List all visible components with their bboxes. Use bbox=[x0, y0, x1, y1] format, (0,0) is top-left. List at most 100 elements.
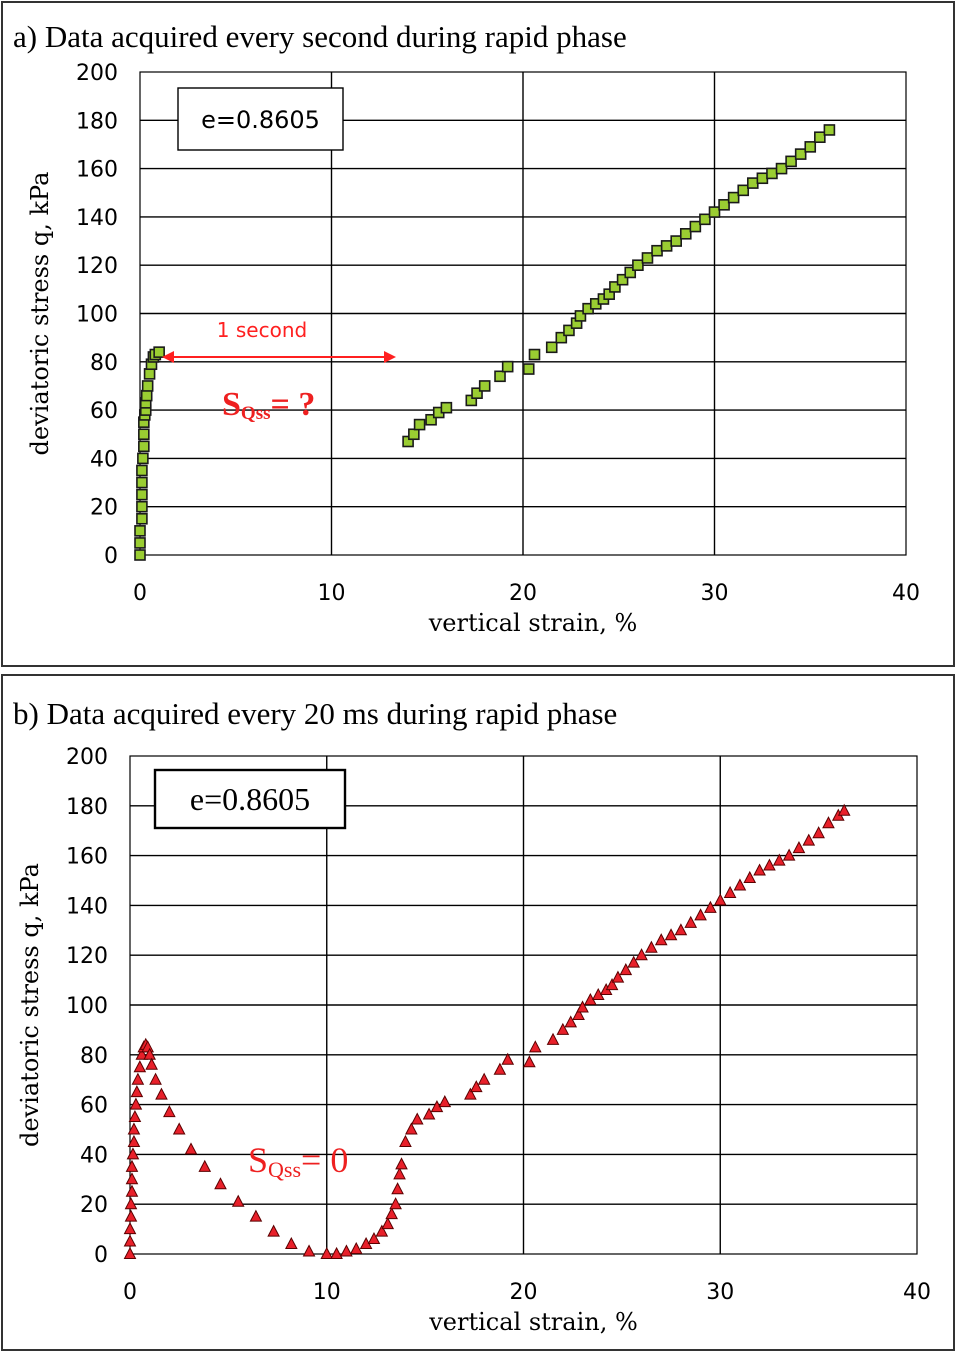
data-point bbox=[775, 162, 788, 175]
data-point bbox=[349, 1241, 363, 1255]
data-point bbox=[367, 1231, 381, 1245]
data-point bbox=[422, 1107, 436, 1120]
y-tick-label: 20 bbox=[80, 1193, 108, 1218]
data-point bbox=[522, 363, 535, 375]
x-tick-label: 10 bbox=[318, 581, 346, 606]
data-point bbox=[125, 1172, 139, 1185]
x-tick-label: 40 bbox=[903, 1280, 931, 1305]
y-tick-label: 60 bbox=[80, 1094, 108, 1119]
data-point bbox=[545, 341, 558, 354]
data-point bbox=[670, 235, 683, 247]
data-point bbox=[184, 1142, 198, 1155]
data-point bbox=[812, 826, 825, 839]
data-point bbox=[172, 1122, 186, 1135]
data-point bbox=[679, 228, 692, 240]
y-tick-label: 120 bbox=[66, 944, 108, 969]
sqss-annotation: SQss= ? bbox=[222, 386, 315, 424]
data-point bbox=[555, 331, 568, 344]
x-axis-label: vertical strain, % bbox=[428, 609, 638, 637]
data-point bbox=[126, 1147, 140, 1160]
data-point bbox=[302, 1244, 316, 1257]
data-point bbox=[425, 413, 437, 426]
y-tick-label: 200 bbox=[66, 745, 108, 770]
data-point bbox=[149, 1072, 162, 1085]
data-point bbox=[792, 841, 806, 854]
data-point bbox=[501, 1052, 515, 1065]
y-tick-label: 40 bbox=[80, 1143, 108, 1168]
data-point bbox=[136, 512, 148, 525]
data-point bbox=[763, 858, 776, 871]
data-point bbox=[405, 1122, 418, 1135]
void-ratio-label: e=0.8605 bbox=[201, 106, 320, 134]
data-point bbox=[718, 199, 730, 211]
y-tick-label: 180 bbox=[66, 795, 108, 820]
arrow-head-left-icon bbox=[162, 351, 174, 363]
y-tick-label: 160 bbox=[76, 158, 118, 183]
data-point bbox=[231, 1194, 245, 1207]
data-point bbox=[627, 955, 641, 968]
data-point bbox=[804, 141, 817, 153]
data-point bbox=[249, 1209, 263, 1222]
data-point bbox=[127, 1134, 141, 1147]
data-point bbox=[624, 266, 637, 279]
data-point bbox=[123, 1246, 137, 1259]
data-point bbox=[713, 893, 727, 906]
data-point bbox=[699, 213, 711, 226]
data-point bbox=[124, 1209, 138, 1222]
data-point bbox=[198, 1159, 212, 1172]
panel-b-title: b) Data acquired every 20 ms during rapi… bbox=[13, 696, 618, 731]
data-point bbox=[130, 1085, 144, 1098]
data-point bbox=[674, 923, 688, 936]
data-point bbox=[641, 252, 654, 264]
y-tick-label: 140 bbox=[76, 206, 118, 231]
data-point bbox=[494, 370, 506, 383]
y-tick-label: 80 bbox=[90, 351, 118, 376]
data-point bbox=[330, 1246, 343, 1259]
data-point bbox=[723, 885, 737, 898]
data-point bbox=[163, 1104, 176, 1118]
data-point bbox=[131, 1072, 145, 1085]
data-point bbox=[469, 1080, 483, 1093]
data-point bbox=[413, 418, 426, 431]
data-point bbox=[772, 853, 786, 866]
data-point bbox=[134, 537, 146, 549]
data-point bbox=[399, 1134, 412, 1147]
data-point bbox=[694, 908, 707, 921]
data-point bbox=[605, 978, 619, 991]
void-ratio-box bbox=[177, 87, 344, 151]
data-point bbox=[214, 1177, 227, 1190]
data-point bbox=[616, 273, 629, 286]
data-point bbox=[389, 1197, 402, 1210]
data-point bbox=[375, 1224, 389, 1237]
y-tick-label: 80 bbox=[80, 1044, 108, 1069]
x-tick-label: 0 bbox=[123, 1280, 137, 1305]
data-point bbox=[381, 1217, 395, 1230]
data-point bbox=[574, 310, 587, 322]
data-point bbox=[556, 1022, 570, 1035]
y-tick-label: 140 bbox=[66, 894, 108, 919]
data-point bbox=[743, 870, 757, 884]
y-tick-label: 200 bbox=[76, 61, 118, 86]
y-tick-label: 0 bbox=[104, 544, 118, 569]
data-point bbox=[684, 915, 698, 928]
data-point bbox=[528, 348, 541, 361]
data-point bbox=[635, 948, 648, 961]
data-point bbox=[464, 1087, 477, 1100]
data-point bbox=[704, 900, 717, 913]
y-tick-label: 60 bbox=[90, 399, 118, 424]
data-point bbox=[128, 1109, 142, 1123]
y-axis-label: deviatoric stress q, kPa bbox=[26, 172, 54, 456]
data-point bbox=[136, 464, 148, 477]
data-point bbox=[737, 184, 750, 197]
data-point bbox=[138, 428, 150, 441]
data-point bbox=[501, 360, 514, 373]
data-point bbox=[727, 191, 740, 204]
data-point bbox=[564, 1015, 578, 1028]
x-tick-label: 10 bbox=[313, 1280, 341, 1305]
data-point bbox=[478, 380, 491, 392]
data-point bbox=[410, 1112, 424, 1125]
y-tick-label: 20 bbox=[90, 496, 118, 521]
data-point bbox=[125, 1159, 139, 1172]
void-ratio-box bbox=[153, 768, 347, 830]
